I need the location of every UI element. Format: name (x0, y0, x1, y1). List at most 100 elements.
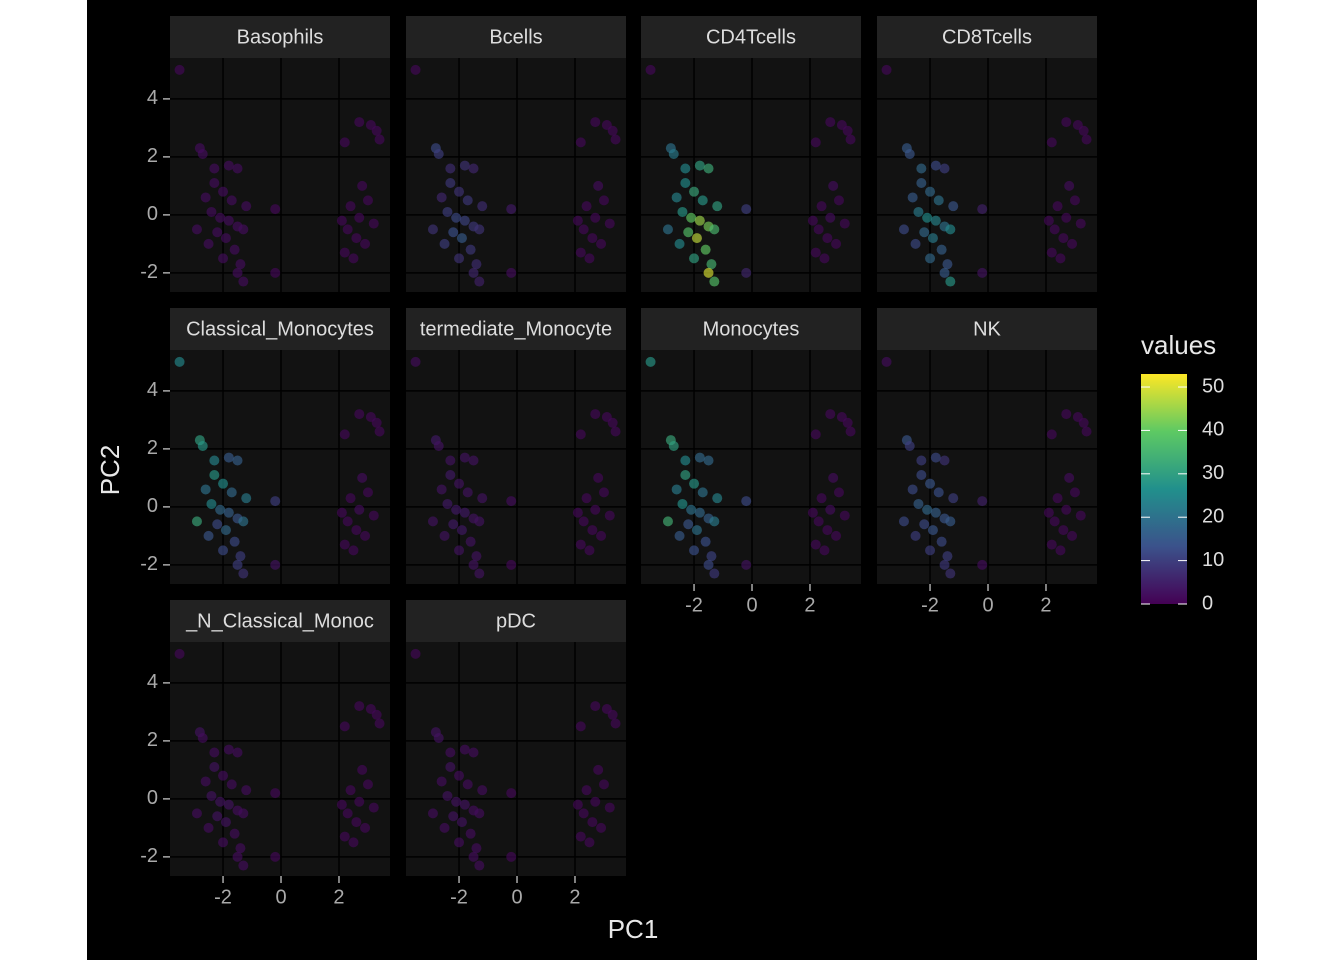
point (459, 744, 470, 755)
point (845, 426, 856, 437)
point (368, 218, 379, 229)
point (668, 148, 679, 159)
point (1046, 247, 1057, 258)
point (1043, 507, 1054, 518)
point (459, 452, 470, 463)
point (506, 559, 517, 570)
point (741, 496, 752, 507)
point (336, 799, 347, 810)
point (898, 516, 909, 527)
point (578, 516, 589, 527)
x-tick-label: 2 (804, 594, 815, 616)
point (831, 530, 842, 541)
point (351, 525, 362, 536)
point (610, 134, 621, 145)
point (939, 163, 950, 174)
point (209, 469, 220, 480)
point (572, 799, 583, 810)
point (925, 186, 936, 197)
point (575, 539, 586, 550)
point (604, 218, 615, 229)
point (925, 478, 936, 489)
strip-label: _N_Classical_Monoc (185, 610, 374, 632)
point (342, 224, 353, 235)
colorbar (1141, 374, 1187, 604)
point (354, 409, 365, 420)
point (270, 267, 281, 278)
point (229, 536, 240, 547)
point (930, 452, 941, 463)
point (807, 215, 818, 226)
strip-label: CD8Tcells (942, 26, 1032, 48)
point (218, 770, 229, 781)
point (445, 177, 456, 188)
point (270, 788, 281, 799)
point (607, 709, 618, 720)
point (1058, 525, 1069, 536)
point (351, 817, 362, 828)
point (442, 498, 453, 509)
point (197, 148, 208, 159)
point (206, 206, 217, 217)
point (706, 259, 717, 270)
point (354, 117, 365, 128)
strip-label: termediate_Monocyte (420, 318, 612, 340)
point (238, 568, 249, 579)
point (445, 163, 456, 174)
point (427, 516, 438, 527)
strip (406, 16, 626, 58)
panel (877, 350, 1097, 584)
point (925, 545, 936, 556)
point (942, 551, 953, 562)
point (223, 452, 234, 463)
point (1061, 212, 1072, 223)
strip (641, 308, 861, 350)
point (1078, 125, 1089, 136)
point (174, 648, 185, 659)
point (215, 796, 226, 807)
point (596, 238, 607, 249)
x-tick-label: 0 (982, 594, 993, 616)
point (339, 429, 350, 440)
point (191, 224, 202, 235)
point (810, 429, 821, 440)
point (448, 519, 459, 530)
point (206, 790, 217, 801)
point (1043, 215, 1054, 226)
point (191, 808, 202, 819)
point (709, 568, 720, 579)
point (930, 215, 941, 226)
point (474, 808, 485, 819)
y-tick-label: 0 (147, 203, 158, 225)
point (825, 504, 836, 515)
point (342, 516, 353, 527)
point (212, 227, 223, 238)
point (590, 409, 601, 420)
point (459, 215, 470, 226)
point (368, 802, 379, 813)
point (584, 545, 595, 556)
point (607, 125, 618, 136)
point (215, 504, 226, 515)
point (977, 204, 988, 215)
point (898, 224, 909, 235)
x-axis-label: PC1 (608, 914, 659, 944)
point (939, 559, 950, 570)
point (448, 227, 459, 238)
panel (877, 58, 1097, 292)
point (354, 212, 365, 223)
point (916, 163, 927, 174)
point (925, 253, 936, 264)
point (436, 192, 447, 203)
point (354, 701, 365, 712)
point (645, 356, 656, 367)
strip (170, 16, 390, 58)
point (506, 496, 517, 507)
point (945, 516, 956, 527)
point (191, 516, 202, 527)
point (345, 785, 356, 796)
point (354, 504, 365, 515)
point (816, 493, 827, 504)
point (825, 212, 836, 223)
point (584, 253, 595, 264)
